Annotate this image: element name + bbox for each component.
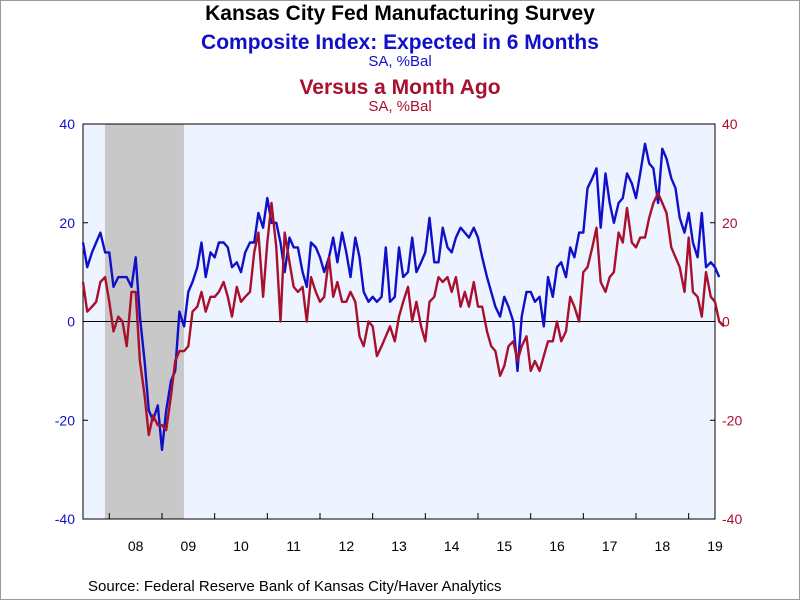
- x-axis-tick-label: 16: [549, 538, 565, 554]
- series1-unit: SA, %Bal: [368, 53, 432, 70]
- x-axis-tick-label: 14: [444, 538, 460, 554]
- x-axis-tick-label: 10: [233, 538, 249, 554]
- series2-title: Versus a Month Ago: [299, 76, 501, 99]
- x-axis-tick-label: 19: [707, 538, 723, 554]
- left-axis-tick-label: 20: [59, 215, 75, 231]
- right-axis-tick-label: -40: [722, 511, 742, 527]
- series2-unit: SA, %Bal: [368, 98, 432, 115]
- x-axis-tick-label: 15: [497, 538, 513, 554]
- right-axis-tick-label: 40: [722, 116, 738, 132]
- x-axis-tick-label: 12: [339, 538, 355, 554]
- right-axis-tick-label: -20: [722, 412, 742, 428]
- left-axis-tick-label: 0: [67, 314, 75, 330]
- x-axis-tick-label: 09: [181, 538, 197, 554]
- x-axis-tick-label: 17: [602, 538, 618, 554]
- chart-title: Kansas City Fed Manufacturing Survey: [205, 2, 595, 25]
- source-note: Source: Federal Reserve Bank of Kansas C…: [88, 578, 502, 595]
- series1-title: Composite Index: Expected in 6 Months: [201, 31, 599, 54]
- series-line-2: [81, 191, 725, 437]
- x-axis-tick-label: 18: [655, 538, 671, 554]
- series-line-1: [81, 142, 721, 452]
- x-axis-tick-label: 11: [286, 538, 301, 554]
- x-axis-tick-label: 08: [128, 538, 144, 554]
- right-axis-tick-label: 20: [722, 215, 738, 231]
- right-axis-tick-label: 0: [722, 314, 730, 330]
- x-axis-tick-label: 13: [391, 538, 407, 554]
- left-axis-tick-label: -20: [55, 412, 75, 428]
- left-axis-tick-label: 40: [59, 116, 75, 132]
- left-axis-tick-label: -40: [55, 511, 75, 527]
